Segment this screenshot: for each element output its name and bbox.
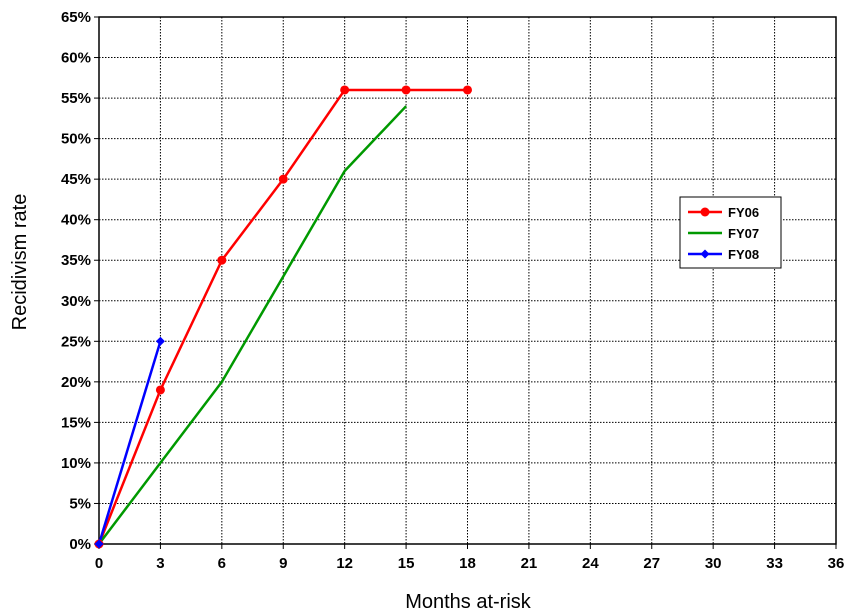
- legend-label-fy08: FY08: [728, 247, 759, 262]
- gridlines: [99, 17, 836, 544]
- data-point-fy06: [278, 174, 288, 184]
- data-point-fy06: [340, 85, 350, 95]
- y-tick-label: 10%: [61, 455, 91, 472]
- y-tick-label: 35%: [61, 252, 91, 269]
- y-tick-label: 15%: [61, 414, 91, 431]
- y-tick-label: 55%: [61, 90, 91, 107]
- legend-marker-fy06: [700, 207, 710, 217]
- y-tick-label: 45%: [61, 171, 91, 188]
- x-tick-label: 9: [279, 555, 287, 572]
- x-tick-label: 36: [828, 555, 845, 572]
- x-tick-label: 3: [156, 555, 164, 572]
- data-point-fy06: [155, 385, 165, 395]
- legend-label-fy07: FY07: [728, 226, 759, 241]
- y-axis-title: Recidivism rate: [9, 194, 31, 331]
- data-point-fy08: [94, 539, 104, 549]
- y-tick-label: 5%: [69, 495, 91, 512]
- y-tick-label: 20%: [61, 374, 91, 391]
- x-tick-label: 12: [336, 555, 353, 572]
- y-axis-ticks: 0% 5% 10% 15% 20% 25% 30% 35% 40% 45% 50% 55% 60% 65%: [61, 9, 99, 553]
- series-line-fy07: [98, 105, 407, 545]
- y-tick-label: 65%: [61, 9, 91, 26]
- x-axis-ticks: 0 3 6 9 12 15 18 21 24 27 30 33 36: [95, 544, 845, 572]
- legend: FY06 FY07 FY08: [679, 196, 782, 269]
- y-tick-label: 25%: [61, 333, 91, 350]
- y-tick-label: 0%: [69, 536, 91, 553]
- y-tick-label: 40%: [61, 212, 91, 229]
- y-tick-label: 30%: [61, 293, 91, 310]
- data-point-fy06: [401, 85, 411, 95]
- legend-marker-fy08: [700, 249, 710, 259]
- y-tick-label: 50%: [61, 131, 91, 148]
- x-axis-title: Months at-risk: [405, 591, 532, 613]
- x-tick-label: 24: [582, 555, 599, 572]
- series-markers: [94, 85, 472, 549]
- series-line-fy08: [97, 340, 162, 545]
- data-point-fy08: [155, 336, 165, 346]
- y-tick-label: 60%: [61, 50, 91, 67]
- x-tick-label: 30: [705, 555, 722, 572]
- data-point-fy06: [463, 85, 472, 95]
- x-tick-label: 33: [766, 555, 783, 572]
- x-tick-label: 15: [398, 555, 415, 572]
- legend-label-fy06: FY06: [728, 205, 759, 220]
- data-point-fy06: [217, 255, 227, 265]
- x-tick-label: 18: [459, 555, 476, 572]
- x-tick-label: 21: [521, 555, 538, 572]
- x-tick-label: 27: [643, 555, 660, 572]
- x-tick-label: 6: [218, 555, 226, 572]
- x-tick-label: 0: [95, 555, 103, 572]
